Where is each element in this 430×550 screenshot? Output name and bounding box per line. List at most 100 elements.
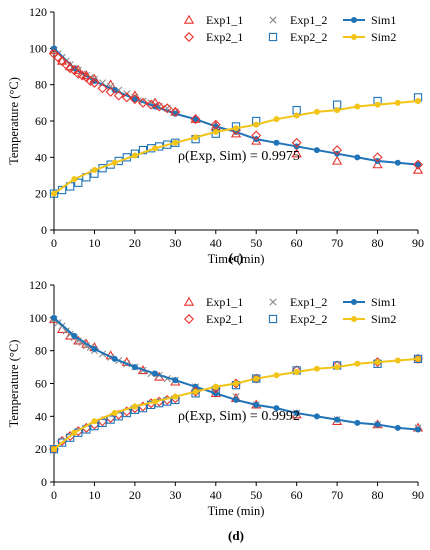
legend-item: Exp2_1: [184, 312, 243, 326]
y-tick-label: 100: [29, 41, 47, 55]
y-tick-label: 120: [29, 278, 47, 292]
data-point: [154, 101, 165, 112]
legend-item: Exp1_1: [183, 13, 243, 27]
legend-label: Exp1_1: [206, 295, 243, 309]
data-point: [192, 388, 199, 395]
data-point: [111, 410, 118, 417]
data-point: [129, 94, 140, 105]
data-point: [74, 337, 82, 345]
y-tick-label: 80: [35, 344, 47, 358]
data-point: [372, 152, 383, 163]
data-point: [354, 419, 361, 426]
legend-label: Exp1_2: [290, 295, 327, 309]
data-point: [331, 155, 343, 165]
data-point: [412, 164, 424, 174]
legend-item: Sim2: [343, 312, 396, 326]
data-point: [253, 401, 260, 408]
data-point: [146, 99, 157, 110]
data-point: [293, 410, 300, 417]
data-point: [170, 106, 181, 117]
legend-label: Sim2: [371, 30, 396, 44]
legend-item: Sim2: [343, 30, 396, 44]
data-point: [413, 353, 423, 364]
y-axis-label: Temperature (°C): [7, 77, 21, 165]
data-point: [97, 83, 108, 94]
data-point: [91, 167, 98, 174]
data-point: [394, 424, 401, 431]
x-tick-label: 80: [372, 236, 384, 250]
legend-label: Exp2_2: [290, 312, 327, 326]
x-axis-label: Time (min): [208, 504, 265, 518]
data-point: [273, 116, 280, 123]
data-point: [354, 154, 361, 161]
series-exp2-2: [49, 354, 423, 454]
legend-marker: [269, 298, 277, 306]
data-point: [251, 130, 262, 141]
data-point: [291, 137, 302, 148]
legend-marker: [184, 314, 194, 324]
data-point: [111, 355, 118, 362]
y-tick-label: 0: [41, 475, 47, 489]
legend-marker: [183, 296, 195, 306]
data-point: [131, 403, 138, 410]
x-tick-label: 80: [372, 488, 384, 502]
data-point: [121, 92, 132, 103]
data-point: [89, 77, 100, 88]
x-tick-label: 10: [88, 236, 100, 250]
correlation-annotation: ρ(Exp, Sim) = 0.9975: [178, 149, 300, 164]
chart-panel-1: 0 20 40 60 80 100 120 0 10 20 30 40 50 60 70 80 90 Time (…: [7, 5, 424, 266]
y-tick-label: 40: [35, 409, 47, 423]
series-sim2: [51, 98, 421, 197]
data-point: [71, 176, 78, 183]
legend-label: Sim2: [371, 312, 396, 326]
panel-label: (d): [228, 528, 244, 543]
x-tick-label: 50: [250, 236, 262, 250]
data-point: [394, 357, 401, 364]
data-point: [253, 121, 260, 128]
data-point: [334, 416, 341, 423]
series-line: [53, 357, 419, 450]
x-tick-label: 30: [169, 236, 181, 250]
legend-item: Exp2_2: [268, 312, 327, 326]
data-point: [293, 112, 300, 119]
y-tick-label: 20: [35, 187, 47, 201]
data-point: [82, 342, 90, 350]
data-point: [415, 161, 421, 168]
data-point: [105, 86, 116, 97]
data-point: [172, 393, 179, 400]
legend-marker: [268, 314, 278, 324]
x-tick-label: 10: [88, 488, 100, 502]
data-point: [113, 90, 124, 101]
data-point: [111, 159, 118, 166]
legend-marker: [351, 316, 357, 322]
data-point: [415, 355, 421, 362]
y-tick-label: 0: [41, 223, 47, 237]
legend-marker: [351, 34, 357, 40]
data-point: [146, 400, 156, 409]
data-point: [212, 383, 219, 390]
data-point: [291, 148, 302, 158]
data-point: [131, 364, 138, 371]
data-point: [413, 159, 423, 170]
data-point: [313, 413, 320, 420]
data-point: [334, 364, 341, 371]
data-point: [106, 415, 115, 424]
legend-label: Exp1_2: [290, 13, 327, 27]
data-point: [131, 96, 138, 103]
legend-marker: [268, 32, 278, 42]
data-point: [273, 372, 280, 379]
data-point: [374, 101, 381, 108]
x-tick-label: 0: [51, 236, 57, 250]
y-tick-label: 20: [35, 442, 47, 456]
y-tick-label: 120: [29, 5, 47, 19]
series-line: [53, 100, 419, 195]
legend-item: Exp1_2: [269, 295, 327, 309]
data-point: [273, 139, 280, 146]
series-exp2-1: [49, 353, 423, 455]
data-point: [152, 145, 159, 152]
legend: Exp1_1 Exp1_2 Sim1 Exp2_1 Exp2_2 Sim2: [183, 13, 396, 44]
data-point: [354, 103, 361, 110]
data-point: [49, 445, 59, 454]
data-point: [313, 108, 320, 115]
